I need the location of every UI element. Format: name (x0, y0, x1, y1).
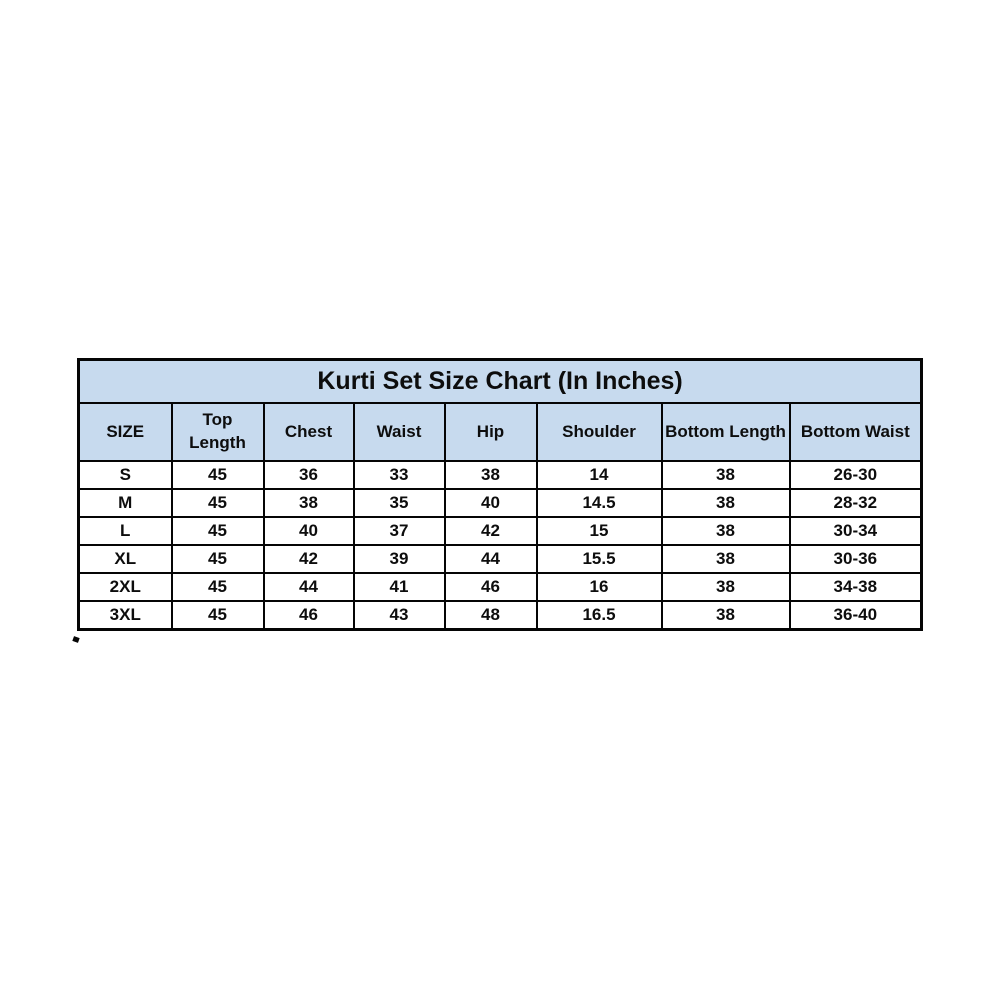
table-row-xl: XL 45 42 39 44 15.5 38 30-36 (77, 544, 923, 574)
bottom-waist-cell: 34-38 (788, 572, 923, 602)
shoulder-cell: 14 (535, 460, 663, 490)
size-cell: M (77, 488, 173, 518)
table-row-s: S 45 36 33 38 14 38 26-30 (77, 460, 923, 490)
hip-cell: 46 (443, 572, 538, 602)
bottom-length-cell: 38 (660, 488, 791, 518)
chest-cell: 40 (262, 516, 355, 546)
top-length-cell: 45 (170, 460, 265, 490)
shoulder-cell: 15 (535, 516, 663, 546)
size-cell: 3XL (77, 600, 173, 631)
waist-cell: 33 (352, 460, 446, 490)
table-row-3xl: 3XL 45 46 43 48 16.5 38 36-40 (77, 600, 923, 631)
top-length-cell: 45 (170, 488, 265, 518)
column-header-chest: Chest (262, 402, 355, 462)
waist-cell: 43 (352, 600, 446, 631)
column-header-waist: Waist (352, 402, 446, 462)
bottom-length-cell: 38 (660, 572, 791, 602)
shoulder-cell: 16.5 (535, 600, 663, 631)
waist-cell: 39 (352, 544, 446, 574)
top-length-cell: 45 (170, 544, 265, 574)
column-header-bottom-waist: Bottom Waist (788, 402, 923, 462)
waist-cell: 35 (352, 488, 446, 518)
shoulder-cell: 16 (535, 572, 663, 602)
waist-cell: 37 (352, 516, 446, 546)
bottom-waist-cell: 30-34 (788, 516, 923, 546)
bottom-length-cell: 38 (660, 600, 791, 631)
chest-cell: 46 (262, 600, 355, 631)
column-header-bottom-length: Bottom Length (660, 402, 791, 462)
waist-cell: 41 (352, 572, 446, 602)
size-cell: L (77, 516, 173, 546)
bottom-length-cell: 38 (660, 460, 791, 490)
top-length-cell: 45 (170, 600, 265, 631)
chest-cell: 42 (262, 544, 355, 574)
chest-cell: 44 (262, 572, 355, 602)
bottom-waist-cell: 36-40 (788, 600, 923, 631)
top-length-cell: 45 (170, 516, 265, 546)
hip-cell: 40 (443, 488, 538, 518)
bottom-length-cell: 38 (660, 516, 791, 546)
hip-cell: 48 (443, 600, 538, 631)
chest-cell: 36 (262, 460, 355, 490)
shoulder-cell: 14.5 (535, 488, 663, 518)
bottom-waist-cell: 30-36 (788, 544, 923, 574)
table-row-2xl: 2XL 45 44 41 46 16 38 34-38 (77, 572, 923, 602)
table-title-row: Kurti Set Size Chart (In Inches) (77, 358, 923, 404)
table-title: Kurti Set Size Chart (In Inches) (77, 358, 923, 404)
top-length-cell: 45 (170, 572, 265, 602)
hip-cell: 38 (443, 460, 538, 490)
chest-cell: 38 (262, 488, 355, 518)
column-header-shoulder: Shoulder (535, 402, 663, 462)
hip-cell: 42 (443, 516, 538, 546)
size-chart-table: Kurti Set Size Chart (In Inches) SIZE To… (77, 358, 924, 631)
table-corner-anchor-mark (72, 636, 80, 643)
column-header-hip: Hip (443, 402, 538, 462)
bottom-waist-cell: 28-32 (788, 488, 923, 518)
bottom-waist-cell: 26-30 (788, 460, 923, 490)
column-header-size: SIZE (77, 402, 173, 462)
table-row-m: M 45 38 35 40 14.5 38 28-32 (77, 488, 923, 518)
size-cell: XL (77, 544, 173, 574)
table-row-l: L 45 40 37 42 15 38 30-34 (77, 516, 923, 546)
table-header-row: SIZE Top Length Chest Waist Hip Shoulder… (77, 402, 923, 462)
size-cell: 2XL (77, 572, 173, 602)
size-cell: S (77, 460, 173, 490)
shoulder-cell: 15.5 (535, 544, 663, 574)
column-header-top-length: Top Length (170, 402, 265, 462)
bottom-length-cell: 38 (660, 544, 791, 574)
hip-cell: 44 (443, 544, 538, 574)
